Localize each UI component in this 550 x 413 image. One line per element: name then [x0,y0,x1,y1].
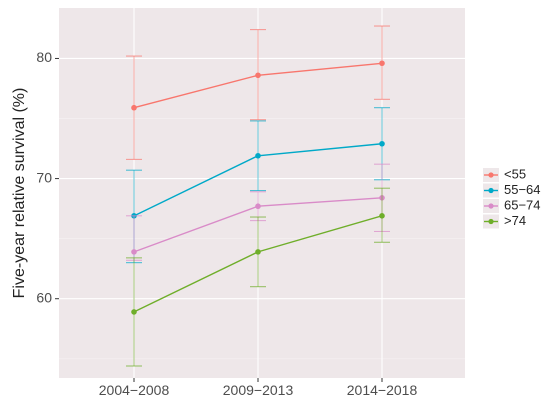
data-point [379,213,385,219]
legend-label: 55−64 [504,182,541,197]
data-point [255,72,261,79]
data-point [255,203,261,210]
plot-panel [59,8,465,378]
x-tick-label: 2014−2018 [347,382,418,398]
data-point [379,60,385,67]
y-tick-label: 70 [36,169,52,185]
data-point [379,140,385,147]
legend-item: 65−74 [483,197,541,213]
series-layer [126,25,390,367]
axes: 60 70 80 2004−2008 2009−2013 2014−2018 [36,49,417,398]
data-point [255,249,261,255]
y-tick-label: 60 [36,289,52,305]
y-axis-title: Five-year relative survival (%) [11,88,28,299]
x-tick-label: 2004−2008 [99,382,170,398]
legend-key-point [488,172,494,178]
series-0 [126,25,390,160]
series-3 [126,187,390,367]
legend-item: <55 [483,166,526,182]
legend-key-point [488,203,494,209]
data-point [131,249,137,255]
legend-item: >74 [483,213,526,229]
data-point [131,104,137,111]
x-tick-label: 2009−2013 [223,382,294,398]
data-point [131,309,137,315]
legend-label: <55 [504,166,526,181]
y-tick-label: 80 [36,49,52,65]
legend-label: >74 [504,213,526,228]
legend-label: 65−74 [504,197,541,212]
legend-key-point [488,187,494,194]
legend-key-point [488,218,494,225]
legend-item: 55−64 [483,182,541,198]
data-point [255,152,261,159]
